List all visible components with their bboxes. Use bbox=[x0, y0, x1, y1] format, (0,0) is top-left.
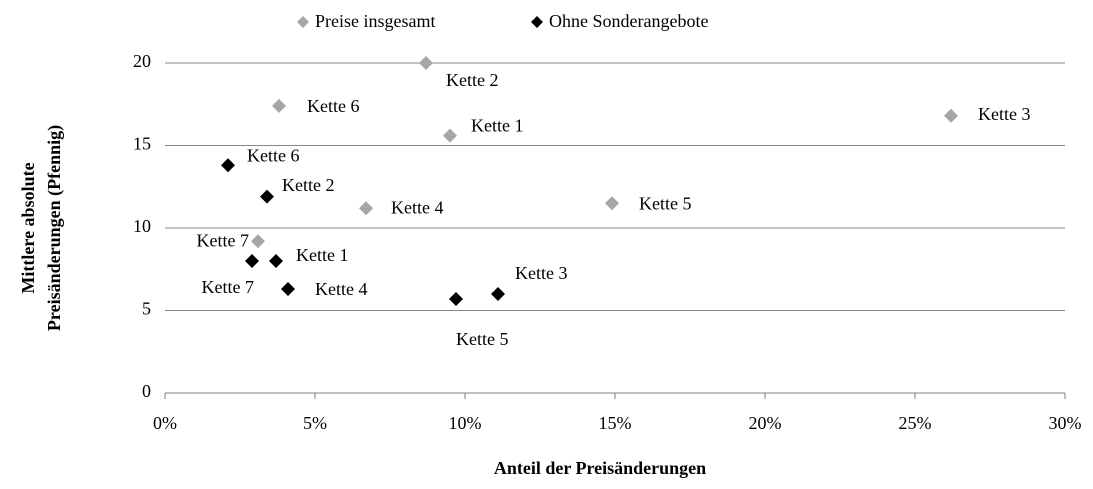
point-label: Kette 6 bbox=[247, 145, 299, 165]
point-label: Kette 1 bbox=[471, 116, 523, 136]
y-tick-label: 5 bbox=[142, 299, 151, 319]
x-tick-label: 25% bbox=[899, 413, 932, 433]
point bbox=[269, 254, 283, 268]
y-tick-label: 15 bbox=[133, 134, 151, 154]
point bbox=[251, 234, 265, 249]
point bbox=[359, 201, 373, 216]
point-label: Kette 5 bbox=[456, 329, 508, 349]
point bbox=[443, 128, 457, 143]
point-label: Kette 7 bbox=[197, 230, 249, 250]
legend-label: Ohne Sonderangebote bbox=[549, 11, 708, 31]
point-label: Kette 1 bbox=[296, 245, 348, 265]
point-label: Kette 5 bbox=[639, 193, 691, 213]
point-label: Kette 2 bbox=[282, 175, 334, 195]
y-axis-title: Mittlere absolute bbox=[18, 162, 38, 293]
legend-marker bbox=[531, 16, 543, 28]
x-tick-label: 15% bbox=[599, 413, 632, 433]
point-label: Kette 2 bbox=[446, 70, 498, 90]
point-label: Kette 4 bbox=[391, 197, 443, 217]
x-tick-label: 20% bbox=[749, 413, 782, 433]
x-tick-label: 30% bbox=[1049, 413, 1082, 433]
point-label: Kette 7 bbox=[202, 277, 254, 297]
point bbox=[944, 108, 958, 123]
x-tick-label: 10% bbox=[449, 413, 482, 433]
y-tick-label: 10 bbox=[133, 216, 151, 236]
x-tick-label: 0% bbox=[153, 413, 177, 433]
y-tick-label: 0 bbox=[142, 381, 151, 401]
point bbox=[221, 158, 235, 173]
point-label: Kette 3 bbox=[978, 104, 1030, 124]
x-axis-title: Anteil der Preisänderungen bbox=[494, 458, 706, 478]
point bbox=[491, 287, 505, 301]
legend-marker bbox=[297, 16, 309, 28]
y-tick-label: 20 bbox=[133, 51, 151, 71]
legend-label: Preise insgesamt bbox=[315, 11, 435, 31]
point bbox=[245, 254, 259, 268]
point bbox=[281, 282, 295, 297]
point bbox=[260, 189, 274, 204]
y-axis-title: Preisänderungen (Pfennig) bbox=[44, 125, 65, 331]
point-label: Kette 6 bbox=[307, 96, 359, 116]
point-label: Kette 4 bbox=[315, 279, 367, 299]
point bbox=[272, 98, 286, 113]
point bbox=[449, 291, 463, 306]
x-tick-label: 5% bbox=[303, 413, 327, 433]
point bbox=[605, 196, 619, 211]
point-label: Kette 3 bbox=[515, 263, 567, 283]
point bbox=[419, 56, 433, 70]
